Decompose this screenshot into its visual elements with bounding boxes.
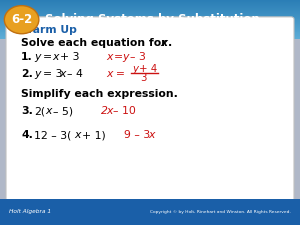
- Text: x: x: [59, 69, 66, 79]
- Text: x: x: [52, 52, 59, 62]
- Bar: [0, 15, 300, 16]
- Text: Copyright © by Holt, Rinehart and Winston. All Rights Reserved.: Copyright © by Holt, Rinehart and Winsto…: [150, 210, 291, 214]
- Text: – 5): – 5): [53, 106, 73, 116]
- Bar: [0, 7, 300, 8]
- Text: Warm Up: Warm Up: [21, 25, 77, 35]
- Text: x: x: [74, 130, 80, 140]
- Text: =: =: [43, 52, 52, 62]
- Bar: [0, 38, 300, 39]
- Text: 2(: 2(: [34, 106, 46, 116]
- Bar: [0, 22, 300, 23]
- Text: 2.: 2.: [21, 69, 33, 79]
- Text: + 1): + 1): [82, 130, 105, 140]
- Bar: [0, 5, 300, 6]
- Text: – 4: – 4: [67, 69, 83, 79]
- Text: y: y: [34, 52, 41, 62]
- FancyBboxPatch shape: [0, 199, 300, 225]
- Text: 6-2: 6-2: [11, 13, 32, 26]
- Text: 3: 3: [140, 73, 147, 83]
- Bar: [0, 35, 300, 36]
- Bar: [0, 6, 300, 7]
- Bar: [0, 4, 300, 5]
- Bar: [0, 16, 300, 17]
- Text: Solving Systems by Substitution: Solving Systems by Substitution: [45, 13, 260, 26]
- Text: x: x: [106, 106, 113, 116]
- Bar: [0, 3, 300, 4]
- Text: 12 – 3(: 12 – 3(: [34, 130, 72, 140]
- Bar: [0, 28, 300, 29]
- Bar: [0, 0, 300, 1]
- Bar: [0, 8, 300, 9]
- Bar: [0, 21, 300, 22]
- Bar: [0, 34, 300, 36]
- Bar: [0, 32, 300, 34]
- Bar: [0, 1, 300, 2]
- FancyBboxPatch shape: [6, 17, 294, 201]
- Text: x: x: [106, 52, 113, 62]
- Bar: [0, 10, 300, 11]
- Bar: [0, 23, 300, 24]
- Text: 4.: 4.: [21, 130, 33, 140]
- Bar: [0, 36, 300, 37]
- Text: Solve each equation for: Solve each equation for: [21, 38, 170, 48]
- Text: Holt Algebra 1: Holt Algebra 1: [9, 209, 51, 214]
- Bar: [0, 37, 300, 38]
- Bar: [0, 24, 300, 25]
- Bar: [0, 29, 300, 31]
- Bar: [0, 13, 300, 14]
- Bar: [0, 11, 300, 12]
- Bar: [0, 26, 300, 27]
- Bar: [0, 2, 300, 3]
- Bar: [0, 9, 300, 10]
- Text: – 10: – 10: [113, 106, 136, 116]
- Bar: [0, 27, 300, 28]
- Text: =: =: [113, 52, 122, 62]
- Ellipse shape: [4, 6, 39, 34]
- Text: 9 – 3: 9 – 3: [124, 130, 151, 140]
- Text: + 4: + 4: [139, 64, 157, 74]
- Text: x: x: [160, 38, 167, 48]
- Text: y: y: [34, 69, 41, 79]
- Text: 3.: 3.: [21, 106, 33, 116]
- Text: .: .: [167, 38, 172, 48]
- Text: y: y: [122, 52, 129, 62]
- Bar: [0, 14, 300, 15]
- Text: x: x: [148, 130, 155, 140]
- Text: x =: x =: [106, 69, 125, 79]
- Bar: [0, 25, 300, 26]
- Bar: [0, 17, 300, 18]
- Bar: [0, 12, 300, 13]
- Bar: [0, 20, 300, 21]
- Text: y: y: [132, 64, 138, 74]
- Bar: [0, 19, 300, 20]
- Text: – 3: – 3: [130, 52, 146, 62]
- Bar: [0, 31, 300, 32]
- Text: = 3: = 3: [43, 69, 62, 79]
- Text: 1.: 1.: [21, 52, 33, 62]
- Text: 2: 2: [100, 106, 107, 116]
- Text: Simplify each expression.: Simplify each expression.: [21, 89, 178, 99]
- Text: + 3: + 3: [60, 52, 80, 62]
- Text: x: x: [46, 106, 52, 116]
- Bar: [0, 18, 300, 19]
